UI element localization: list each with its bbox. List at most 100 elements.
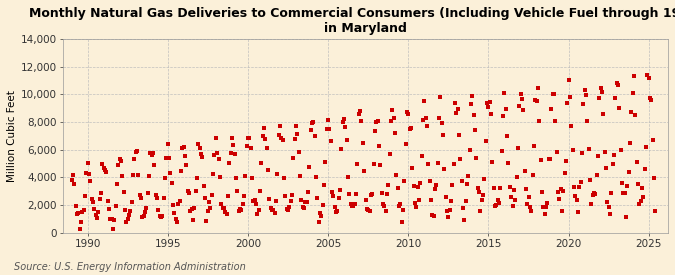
Point: [491, 203, 502, 208]
Point: [217, 206, 228, 210]
Point: [201, 218, 212, 223]
Point: [260, 136, 271, 141]
Point: [470, 128, 481, 133]
Point: [205, 206, 216, 210]
Point: [388, 116, 399, 120]
Point: [645, 96, 655, 101]
Point: [394, 204, 404, 208]
Point: [156, 214, 167, 219]
Point: [524, 205, 535, 209]
Point: [474, 190, 485, 194]
Point: [331, 210, 342, 214]
Point: [119, 208, 130, 212]
Point: [432, 160, 443, 165]
Point: [415, 181, 426, 185]
Point: [161, 156, 171, 160]
Point: [190, 189, 201, 193]
Point: [89, 207, 100, 211]
Point: [275, 123, 286, 128]
Point: [529, 144, 539, 148]
Point: [570, 194, 580, 198]
Point: [167, 203, 178, 207]
Point: [579, 88, 590, 92]
Point: [246, 176, 257, 180]
Point: [358, 141, 369, 145]
Point: [586, 202, 597, 206]
Point: [489, 186, 500, 191]
Point: [416, 153, 427, 158]
Point: [428, 214, 439, 218]
Point: [171, 220, 182, 224]
Point: [483, 104, 494, 109]
Point: [132, 149, 142, 153]
Point: [482, 100, 493, 105]
Point: [238, 194, 249, 198]
Point: [574, 185, 585, 190]
Point: [300, 200, 310, 205]
Point: [493, 201, 504, 205]
Point: [547, 92, 558, 97]
Point: [440, 195, 451, 200]
Point: [593, 153, 603, 158]
Point: [102, 199, 113, 203]
Point: [133, 173, 144, 177]
Point: [624, 170, 634, 174]
Point: [362, 208, 373, 213]
Point: [78, 208, 89, 212]
Point: [347, 204, 358, 208]
Point: [160, 176, 171, 181]
Point: [637, 186, 647, 190]
Point: [571, 198, 582, 202]
Point: [399, 178, 410, 183]
Point: [475, 209, 486, 213]
Point: [400, 141, 411, 146]
Point: [427, 213, 437, 218]
Point: [402, 110, 412, 114]
Point: [310, 174, 321, 179]
Point: [273, 132, 284, 137]
Point: [277, 138, 288, 142]
Point: [267, 208, 277, 213]
Point: [452, 107, 463, 111]
Point: [376, 191, 387, 196]
Point: [250, 202, 261, 207]
Point: [383, 183, 394, 187]
Point: [425, 198, 436, 202]
Point: [392, 186, 403, 190]
Point: [284, 205, 295, 210]
Point: [70, 204, 81, 208]
Point: [556, 187, 566, 192]
Point: [125, 209, 136, 213]
Point: [106, 217, 117, 221]
Point: [422, 124, 433, 129]
Point: [355, 109, 366, 113]
Point: [208, 172, 219, 176]
Point: [545, 157, 556, 162]
Point: [404, 126, 415, 131]
Point: [352, 162, 363, 167]
Point: [233, 209, 244, 213]
Point: [408, 184, 419, 188]
Point: [585, 178, 595, 182]
Point: [502, 133, 512, 138]
Point: [111, 182, 122, 186]
Point: [328, 194, 339, 198]
Point: [500, 106, 511, 111]
Point: [181, 163, 192, 167]
Point: [468, 113, 479, 117]
Point: [129, 157, 140, 161]
Point: [562, 101, 572, 105]
Point: [534, 119, 545, 124]
Point: [117, 174, 128, 178]
Point: [425, 179, 435, 183]
Point: [202, 208, 213, 213]
Point: [407, 165, 418, 170]
Point: [385, 119, 396, 123]
Point: [454, 133, 464, 137]
Point: [418, 117, 429, 122]
Point: [560, 159, 571, 164]
Point: [257, 134, 268, 138]
Point: [294, 174, 305, 178]
Point: [348, 204, 359, 208]
Point: [642, 73, 653, 78]
